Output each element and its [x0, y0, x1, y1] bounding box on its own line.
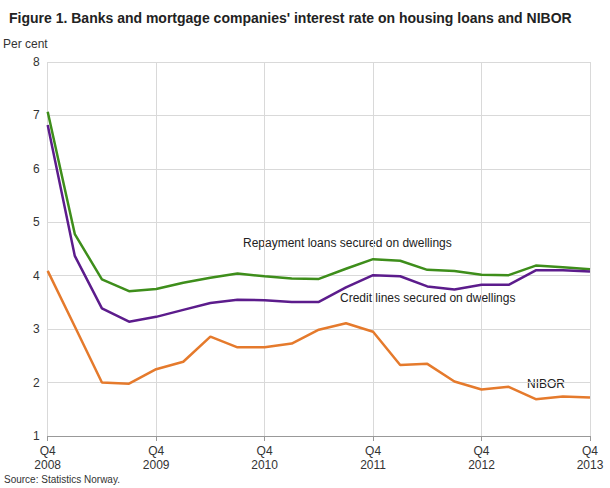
svg-text:2013: 2013 [577, 458, 604, 472]
svg-text:Q4: Q4 [257, 444, 273, 458]
svg-text:1: 1 [33, 429, 40, 443]
svg-text:2012: 2012 [468, 458, 495, 472]
svg-text:4: 4 [33, 269, 40, 283]
svg-text:Q4: Q4 [582, 444, 598, 458]
svg-text:8: 8 [33, 55, 40, 69]
svg-text:3: 3 [33, 322, 40, 336]
svg-text:Per cent: Per cent [3, 37, 48, 51]
svg-text:Q4: Q4 [40, 444, 56, 458]
svg-text:6: 6 [33, 162, 40, 176]
svg-text:2010: 2010 [251, 458, 278, 472]
svg-text:Credit lines secured on dwelli: Credit lines secured on dwellings [340, 291, 515, 305]
svg-text:5: 5 [33, 215, 40, 229]
svg-text:Q4: Q4 [474, 444, 490, 458]
svg-text:2011: 2011 [360, 458, 386, 472]
svg-text:2009: 2009 [143, 458, 170, 472]
svg-text:NIBOR: NIBOR [527, 377, 565, 391]
svg-text:2008: 2008 [34, 458, 61, 472]
svg-text:7: 7 [33, 108, 40, 122]
svg-text:Figure 1. Banks and mortgage c: Figure 1. Banks and mortgage companies' … [9, 10, 572, 26]
svg-text:Repayment loans secured on dwe: Repayment loans secured on dwellings [243, 236, 452, 250]
svg-text:Q4: Q4 [148, 444, 164, 458]
svg-text:Source: Statistics Norway.: Source: Statistics Norway. [4, 474, 120, 485]
svg-text:Q4: Q4 [365, 444, 381, 458]
svg-text:2: 2 [33, 376, 40, 390]
